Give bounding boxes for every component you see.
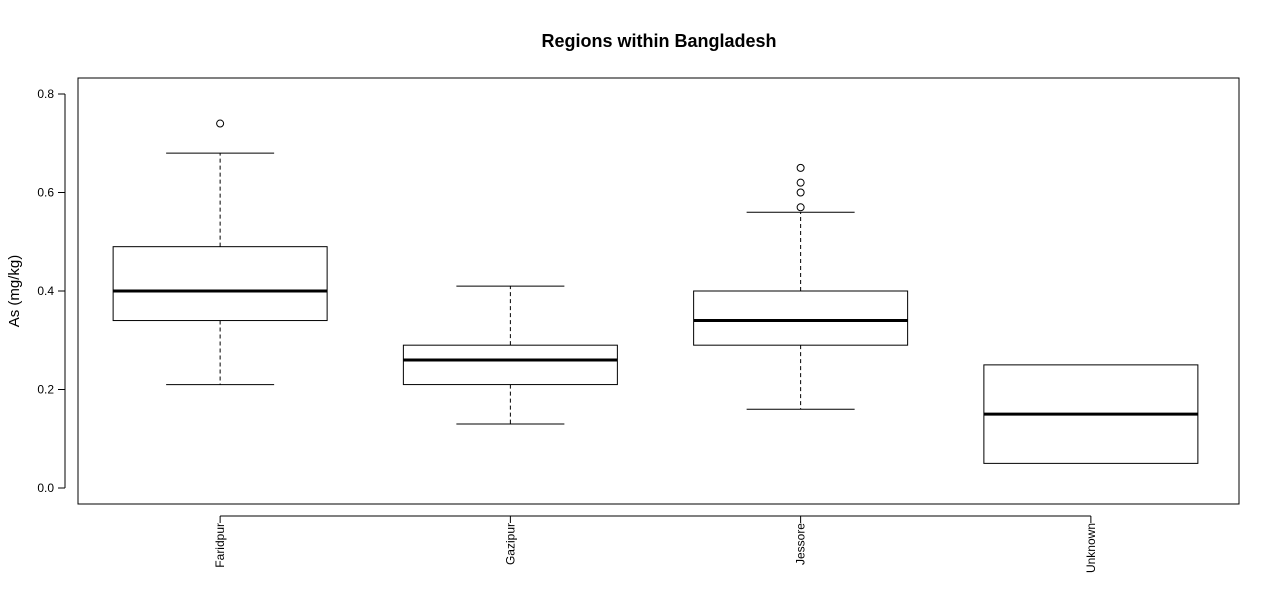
plot-frame: [77, 77, 1240, 505]
y-tick-label: 0.0: [37, 481, 54, 495]
y-axis-label: As (mg/kg): [6, 255, 23, 328]
x-tick-label: Gazipur: [503, 523, 517, 565]
outlier-point: [796, 203, 805, 212]
iqr-box: [402, 344, 618, 386]
y-tick-label: 0.4: [37, 284, 54, 298]
box-faridpur: [112, 119, 328, 386]
y-tick-label: 0.6: [37, 186, 54, 200]
x-axis: Faridpur Gazipur Jessore Unknown: [213, 515, 1098, 573]
box-unknown: [983, 364, 1199, 464]
y-tick-label: 0.8: [37, 87, 54, 101]
y-axis: 0.0 0.2 0.4 0.6 0.8: [37, 87, 66, 495]
x-tick-label: Jessore: [794, 523, 808, 565]
outlier-point: [796, 178, 805, 187]
y-tick-label: 0.2: [37, 383, 54, 397]
x-tick-label: Unknown: [1084, 523, 1098, 573]
box-gazipur: [402, 285, 618, 425]
outlier-point: [796, 163, 805, 172]
iqr-box: [693, 290, 909, 346]
box-group: [112, 119, 1199, 464]
chart-title: Regions within Bangladesh: [541, 31, 776, 51]
outlier-point: [216, 119, 225, 128]
outlier-point: [796, 188, 805, 197]
iqr-box: [112, 246, 328, 322]
box-jessore: [693, 163, 909, 410]
x-tick-label: Faridpur: [213, 523, 227, 568]
